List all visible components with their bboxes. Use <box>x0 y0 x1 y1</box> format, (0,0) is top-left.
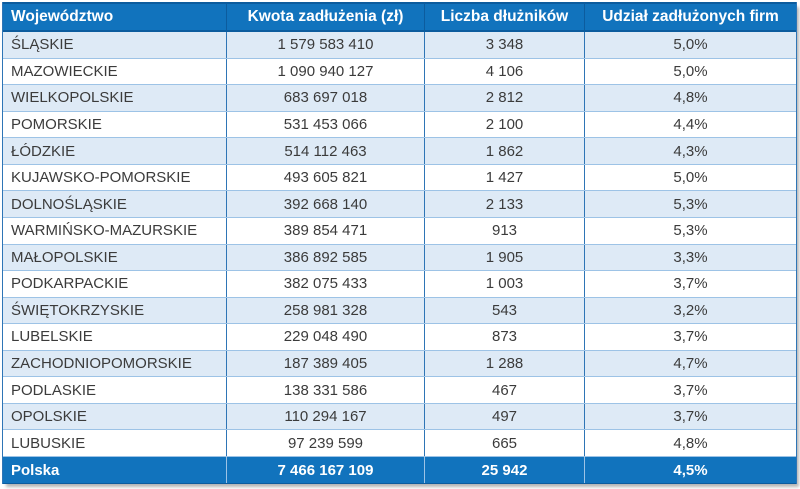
cell-voivodeship: OPOLSKIE <box>11 408 87 426</box>
cell-debt-amount: 514 112 463 <box>226 138 424 164</box>
table-row: LUBUSKIE 97 239 599 665 4,8% <box>3 430 796 457</box>
cell-debt-amount: 382 075 433 <box>226 271 424 297</box>
cell-debt-amount: 229 048 490 <box>226 324 424 350</box>
debt-table: Województwo Kwota zadłużenia (zł) Liczba… <box>2 2 797 484</box>
cell-debt-amount: 258 981 328 <box>226 297 424 324</box>
cell-voivodeship: WIELKOPOLSKIE <box>11 89 134 107</box>
cell-share: 4,3% <box>584 138 796 164</box>
footer-cell-share: 4,5% <box>584 457 796 483</box>
table-row: LUBELSKIE 229 048 490 873 3,7% <box>3 324 796 351</box>
cell-debtor-count: 2 812 <box>424 85 584 111</box>
cell-voivodeship: PODLASKIE <box>11 381 97 399</box>
cell-debtor-count: 1 003 <box>424 271 584 297</box>
column-header-voivodeship: Województwo <box>11 8 114 25</box>
cell-voivodeship: DOLNOŚLĄSKIE <box>11 195 127 213</box>
cell-debtor-count: 2 133 <box>424 191 584 217</box>
cell-voivodeship: ŚWIĘTOKRZYSKIE <box>11 301 145 319</box>
cell-debt-amount: 531 453 066 <box>226 111 424 138</box>
cell-voivodeship: LUBUSKIE <box>11 434 86 452</box>
table-row: PODLASKIE 138 331 586 467 3,7% <box>3 377 796 404</box>
cell-share: 3,7% <box>584 271 796 297</box>
cell-debt-amount: 392 668 140 <box>226 191 424 217</box>
column-header-debt-amount: Kwota zadłużenia (zł) <box>226 4 424 30</box>
cell-share: 5,0% <box>584 32 796 58</box>
cell-voivodeship: ŚLĄSKIE <box>11 36 74 54</box>
table-row: WARMIŃSKO-MAZURSKIE 389 854 471 913 5,3% <box>3 217 796 245</box>
cell-debtor-count: 467 <box>424 377 584 403</box>
cell-voivodeship: PODKARPACKIE <box>11 275 129 293</box>
cell-debt-amount: 683 697 018 <box>226 85 424 111</box>
cell-debtor-count: 2 100 <box>424 111 584 138</box>
cell-debtor-count: 543 <box>424 297 584 324</box>
cell-debtor-count: 497 <box>424 403 584 430</box>
cell-debt-amount: 110 294 167 <box>226 403 424 430</box>
cell-share: 4,8% <box>584 430 796 456</box>
cell-debtor-count: 1 427 <box>424 164 584 191</box>
cell-share: 3,7% <box>584 403 796 430</box>
cell-share: 4,8% <box>584 85 796 111</box>
cell-debt-amount: 1 090 940 127 <box>226 58 424 85</box>
cell-debtor-count: 665 <box>424 430 584 456</box>
cell-debt-amount: 493 605 821 <box>226 164 424 191</box>
cell-voivodeship: POMORSKIE <box>11 115 102 133</box>
cell-voivodeship: ZACHODNIOPOMORSKIE <box>11 355 192 373</box>
cell-voivodeship: WARMIŃSKO-MAZURSKIE <box>11 222 198 240</box>
table-row: DOLNOŚLĄSKIE 392 668 140 2 133 5,3% <box>3 191 796 218</box>
cell-debt-amount: 138 331 586 <box>226 377 424 403</box>
cell-debtor-count: 3 348 <box>424 32 584 58</box>
cell-voivodeship: KUJAWSKO-POMORSKIE <box>11 169 191 187</box>
cell-debtor-count: 4 106 <box>424 58 584 85</box>
cell-debt-amount: 389 854 471 <box>226 217 424 244</box>
cell-debt-amount: 97 239 599 <box>226 430 424 456</box>
table-row: WIELKOPOLSKIE 683 697 018 2 812 4,8% <box>3 85 796 112</box>
cell-debtor-count: 1 862 <box>424 138 584 164</box>
cell-voivodeship: MAŁOPOLSKIE <box>11 248 118 266</box>
cell-share: 4,4% <box>584 111 796 138</box>
table-header-row: Województwo Kwota zadłużenia (zł) Liczba… <box>3 2 796 32</box>
cell-share: 3,3% <box>584 244 796 271</box>
table-row: POMORSKIE 531 453 066 2 100 4,4% <box>3 111 796 139</box>
column-header-share: Udział zadłużonych firm <box>584 4 796 30</box>
cell-share: 5,0% <box>584 164 796 191</box>
table-row: PODKARPACKIE 382 075 433 1 003 3,7% <box>3 271 796 298</box>
cell-debtor-count: 873 <box>424 324 584 350</box>
table-footer-row: Polska 7 466 167 109 25 942 4,5% <box>3 457 796 484</box>
table-row: KUJAWSKO-POMORSKIE 493 605 821 1 427 5,0… <box>3 164 796 192</box>
table-row: OPOLSKIE 110 294 167 497 3,7% <box>3 403 796 431</box>
footer-cell-debtor-count: 25 942 <box>424 457 584 483</box>
cell-debtor-count: 1 288 <box>424 350 584 377</box>
cell-share: 4,7% <box>584 350 796 377</box>
cell-debtor-count: 1 905 <box>424 244 584 271</box>
table-row: ZACHODNIOPOMORSKIE 187 389 405 1 288 4,7… <box>3 350 796 378</box>
table-row: ŚLĄSKIE 1 579 583 410 3 348 5,0% <box>3 32 796 59</box>
table-row: ŚWIĘTOKRZYSKIE 258 981 328 543 3,2% <box>3 297 796 325</box>
table-row: MAZOWIECKIE 1 090 940 127 4 106 5,0% <box>3 58 796 86</box>
cell-share: 5,3% <box>584 191 796 217</box>
cell-share: 3,2% <box>584 297 796 324</box>
table-row: ŁÓDZKIE 514 112 463 1 862 4,3% <box>3 138 796 165</box>
footer-cell-debt-amount: 7 466 167 109 <box>226 457 424 483</box>
cell-share: 3,7% <box>584 377 796 403</box>
table-row: MAŁOPOLSKIE 386 892 585 1 905 3,3% <box>3 244 796 272</box>
cell-debtor-count: 913 <box>424 217 584 244</box>
footer-cell-country: Polska <box>11 461 60 479</box>
cell-share: 5,3% <box>584 217 796 244</box>
cell-debt-amount: 187 389 405 <box>226 350 424 377</box>
column-header-debtor-count: Liczba dłużników <box>424 4 584 30</box>
cell-debt-amount: 386 892 585 <box>226 244 424 271</box>
cell-debt-amount: 1 579 583 410 <box>226 32 424 58</box>
cell-voivodeship: ŁÓDZKIE <box>11 142 76 160</box>
cell-share: 3,7% <box>584 324 796 350</box>
cell-voivodeship: LUBELSKIE <box>11 328 93 346</box>
cell-voivodeship: MAZOWIECKIE <box>11 62 118 80</box>
cell-share: 5,0% <box>584 58 796 85</box>
